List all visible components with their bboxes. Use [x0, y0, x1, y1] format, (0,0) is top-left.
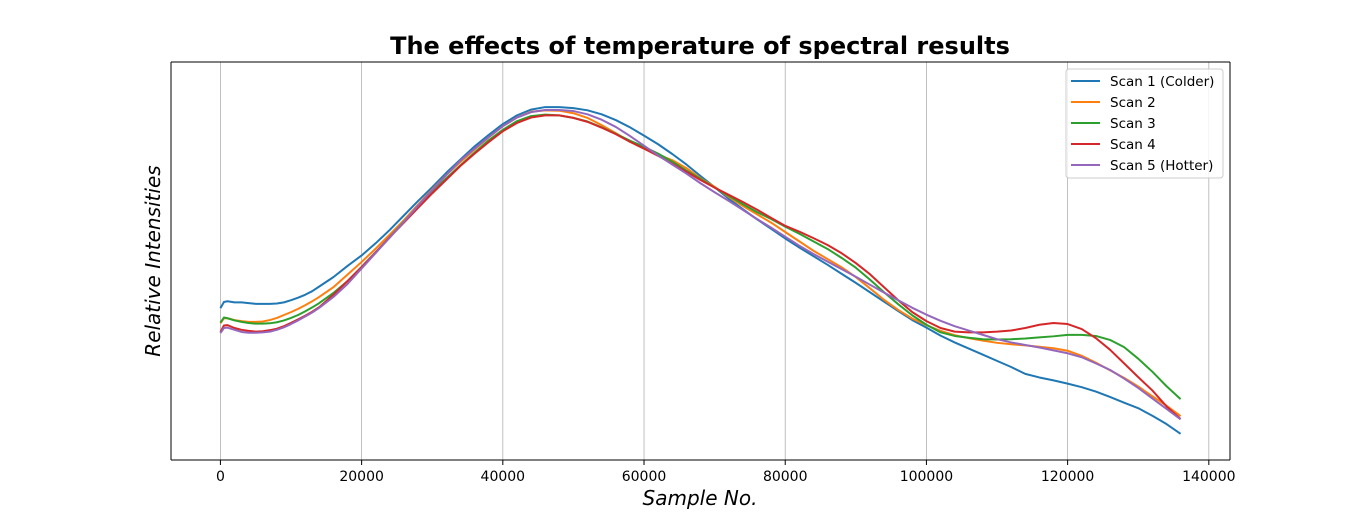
x-tick-label: 40000 [481, 469, 526, 485]
x-ticks: 0 20000 40000 60000 80000 100000 120000 140000 [216, 460, 1236, 485]
x-tick-label: 60000 [622, 469, 667, 485]
x-tick-label: 0 [216, 469, 225, 485]
legend: Scan 1 (Colder) Scan 2 Scan 3 Scan 4 Scan 5 … [1065, 68, 1224, 179]
series-lines [219, 106, 1182, 435]
legend-label-3: Scan 3 [1110, 116, 1156, 132]
series-line-5 [219, 108, 1182, 421]
series-line-1 [219, 106, 1182, 435]
x-axis-label: Sample No. [643, 486, 758, 510]
x-tick-label: 100000 [900, 469, 953, 485]
legend-label-5: Scan 5 (Hotter) [1110, 158, 1213, 174]
x-tick-label: 140000 [1182, 469, 1235, 485]
plot-area [170, 61, 1231, 461]
x-tick-label: 120000 [1041, 469, 1094, 485]
chart-title: The effects of temperature of spectral r… [390, 32, 1010, 60]
legend-label-2: Scan 2 [1110, 95, 1156, 111]
x-tick-label: 80000 [763, 469, 808, 485]
legend-label-1: Scan 1 (Colder) [1110, 74, 1214, 90]
x-tick-label: 20000 [339, 469, 384, 485]
legend-box [1065, 68, 1224, 179]
legend-label-4: Scan 4 [1110, 137, 1156, 153]
y-axis-label: Relative Intensities [141, 165, 165, 356]
